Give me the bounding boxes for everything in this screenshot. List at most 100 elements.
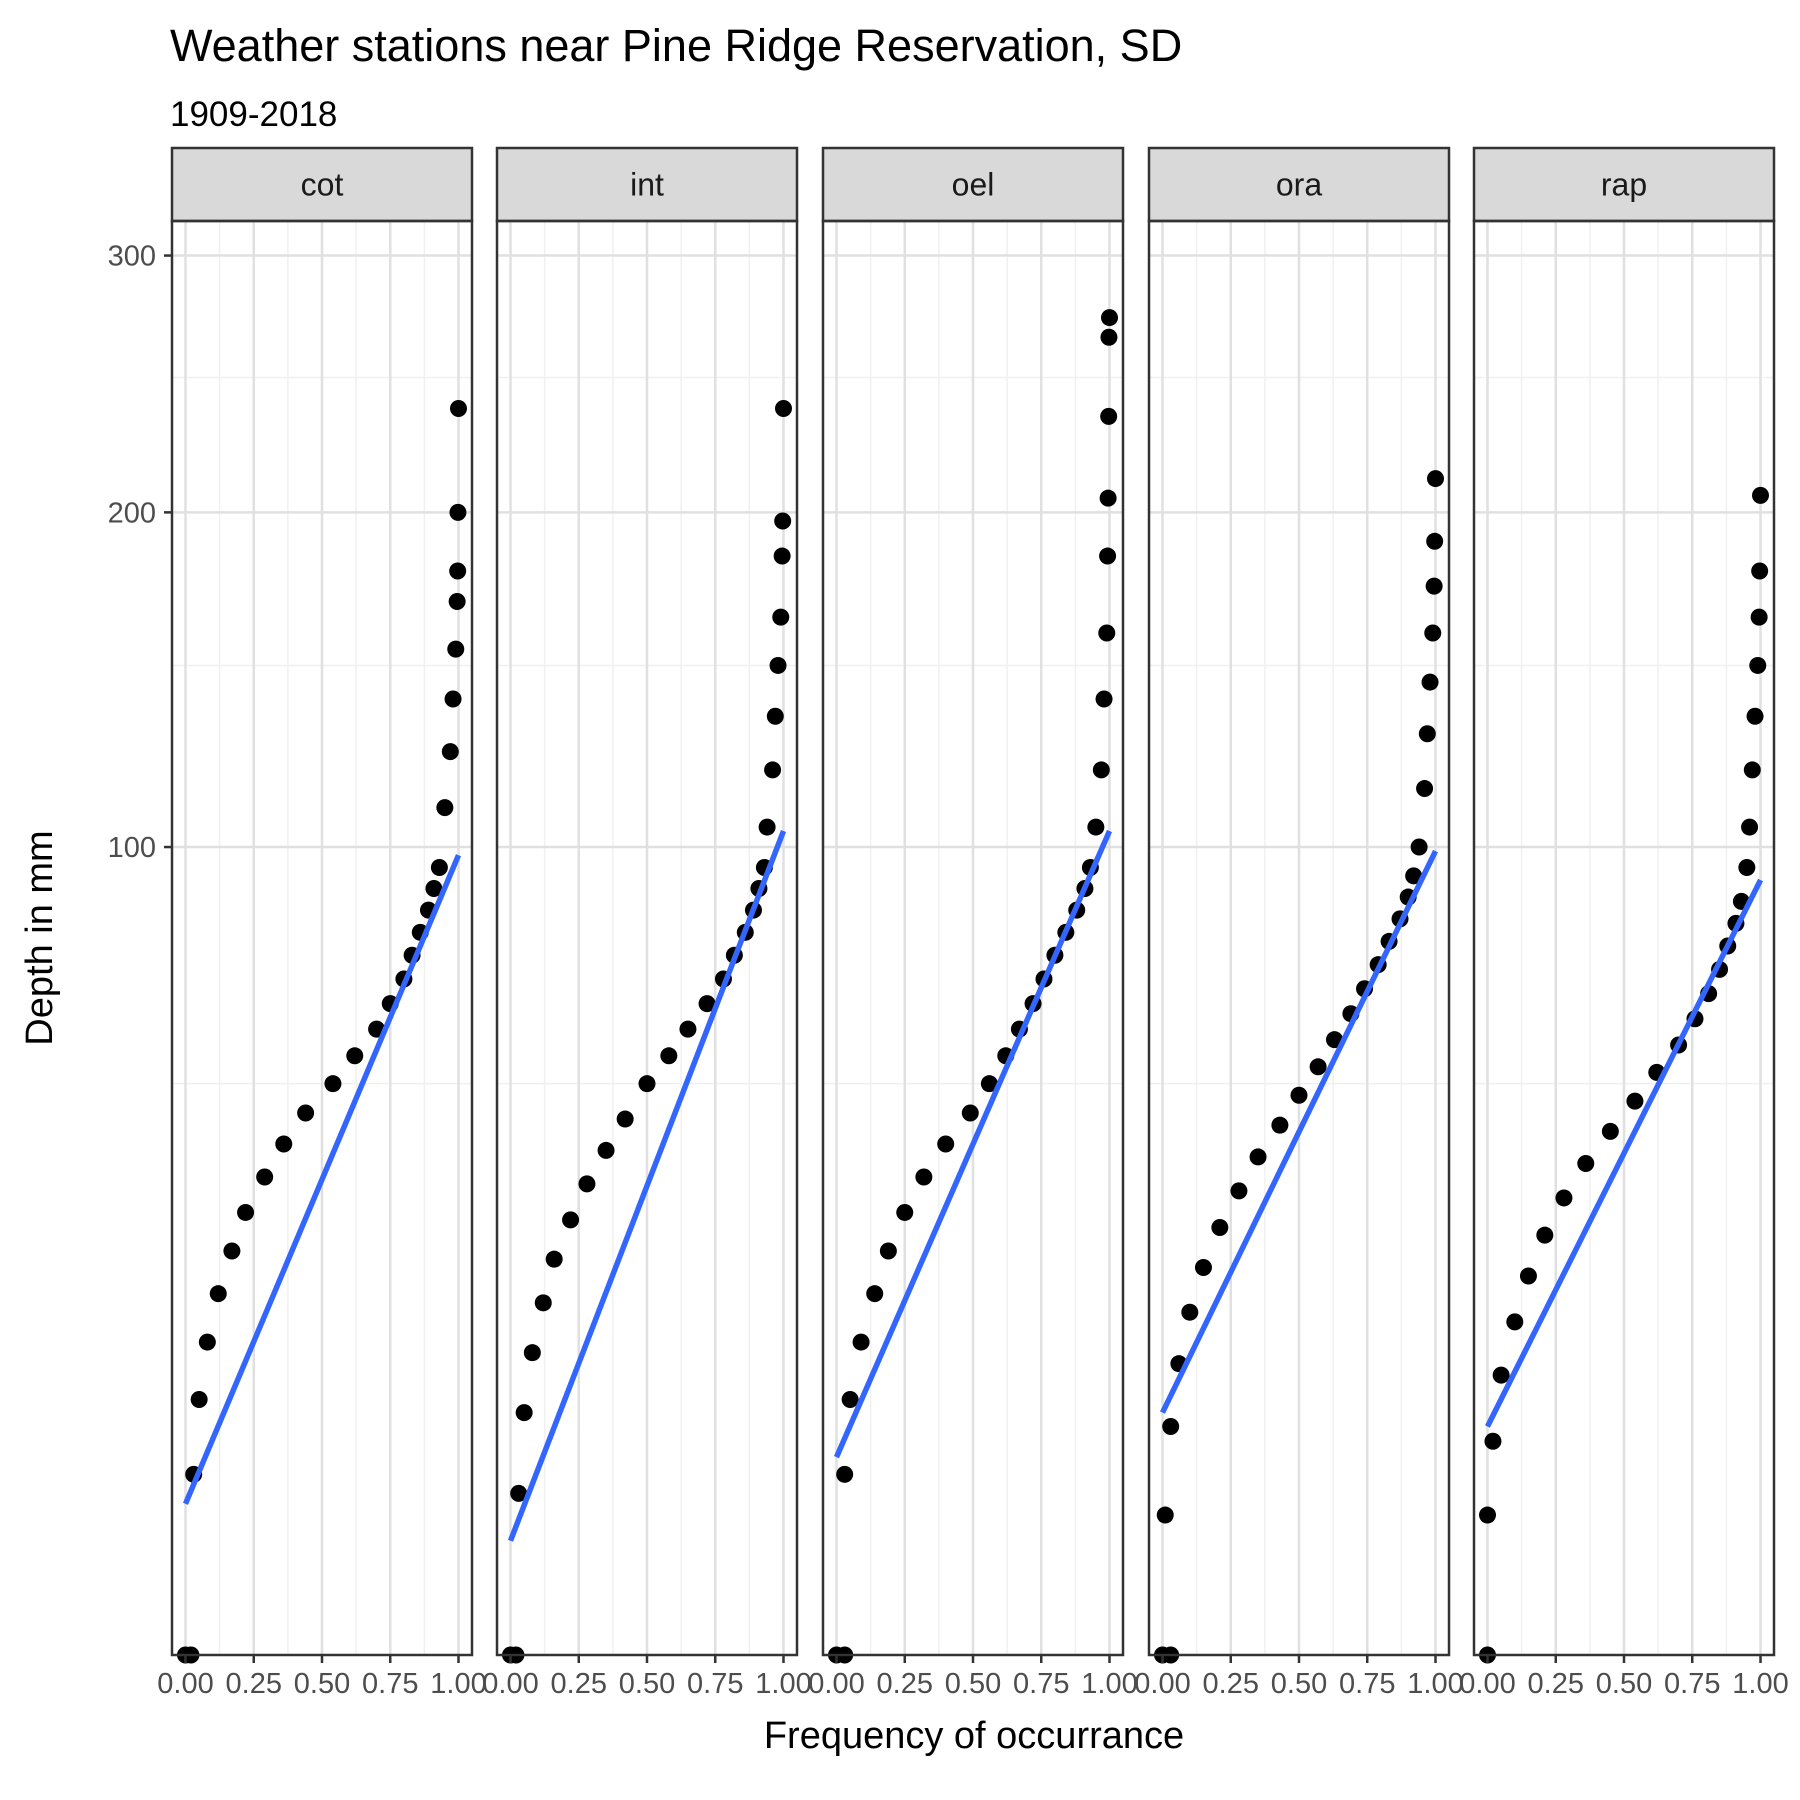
data-point <box>450 400 467 418</box>
data-point <box>1162 1417 1180 1435</box>
data-point <box>209 1285 227 1303</box>
data-point <box>441 743 459 761</box>
data-point <box>562 1211 580 1229</box>
data-point <box>1099 489 1117 507</box>
data-point <box>534 1294 552 1312</box>
data-point <box>1410 838 1428 856</box>
x-tick-label: 0.25 <box>1528 1668 1584 1700</box>
data-point <box>223 1242 241 1260</box>
data-point <box>1194 1259 1212 1277</box>
data-point <box>1092 761 1110 779</box>
data-point <box>1211 1218 1229 1236</box>
data-point <box>444 690 462 708</box>
x-tick-label: 0.00 <box>808 1668 864 1700</box>
facet-strip-label: cot <box>301 167 344 203</box>
data-point <box>961 1104 979 1122</box>
data-point <box>764 761 782 779</box>
data-point <box>190 1390 208 1408</box>
data-point <box>1418 725 1436 743</box>
facet-strip <box>821 146 1125 223</box>
data-point <box>1421 673 1439 691</box>
data-point <box>1099 547 1117 565</box>
data-point <box>1555 1189 1573 1207</box>
data-point <box>1101 309 1118 327</box>
facet-strip <box>1147 146 1451 223</box>
data-point <box>510 1484 528 1502</box>
data-point <box>578 1175 596 1193</box>
facet-panel-rap: rap 0.00 0.25 0.50 0.75 1.00 <box>1459 146 1789 1700</box>
data-point <box>346 1047 364 1065</box>
data-point <box>766 707 784 725</box>
data-point <box>449 562 467 580</box>
facet-panel-cot: cot 0.00 0.25 0.50 0.75 1.00 <box>157 146 487 1700</box>
data-point <box>772 608 790 626</box>
x-tick-label: 0.75 <box>687 1668 743 1700</box>
y-tick-label: 100 <box>108 832 156 864</box>
data-point <box>638 1075 656 1093</box>
data-point <box>1427 470 1444 488</box>
x-tick-label: 0.50 <box>619 1668 675 1700</box>
trend-line <box>1485 878 1763 1428</box>
data-point <box>896 1203 914 1221</box>
data-point <box>852 1333 870 1351</box>
data-point <box>237 1203 255 1221</box>
data-point <box>774 512 792 530</box>
x-tick-label: 0.75 <box>362 1668 418 1700</box>
data-point <box>1601 1122 1619 1140</box>
data-point <box>449 503 467 521</box>
data-point <box>1749 656 1767 674</box>
data-point <box>1752 486 1769 504</box>
data-point <box>1156 1506 1174 1524</box>
x-tick-label: 1.00 <box>1732 1668 1788 1700</box>
x-tick-label: 0.75 <box>1339 1668 1395 1700</box>
y-axis-title: Depth in mm <box>19 830 61 1045</box>
x-tick-label: 1.00 <box>755 1668 811 1700</box>
data-point <box>1743 761 1761 779</box>
x-tick-label: 0.50 <box>294 1668 350 1700</box>
x-tick-label: 1.00 <box>1407 1668 1463 1700</box>
facet-strip-label: oel <box>952 167 995 203</box>
data-point <box>1750 608 1768 626</box>
x-axis-title: Frequency of occurrance <box>764 1715 1184 1757</box>
data-point <box>1626 1092 1644 1110</box>
data-point <box>1309 1058 1327 1076</box>
data-point <box>597 1141 615 1159</box>
trend-line <box>182 854 462 1505</box>
data-point <box>1492 1366 1510 1384</box>
data-point <box>866 1285 884 1303</box>
x-tick-label: 0.75 <box>1664 1668 1720 1700</box>
data-point <box>1181 1303 1199 1321</box>
facet-panel-oel: oel 0.00 0.25 0.50 0.75 1.00 <box>808 146 1138 1700</box>
trend-line <box>1160 849 1438 1414</box>
data-point <box>1484 1432 1502 1450</box>
data-point <box>758 818 776 836</box>
facet-strip <box>1472 146 1776 223</box>
data-point <box>1506 1313 1524 1331</box>
data-point <box>297 1104 315 1122</box>
data-point <box>1405 867 1423 885</box>
facet-strip-label: ora <box>1276 167 1322 203</box>
data-point <box>430 858 448 876</box>
x-tick-label: 0.00 <box>157 1668 213 1700</box>
data-point <box>523 1344 541 1362</box>
data-point <box>448 593 466 611</box>
facet-strip <box>495 146 799 223</box>
data-point <box>698 995 716 1013</box>
data-point <box>1249 1148 1267 1166</box>
facet-strip-label: rap <box>1601 167 1647 203</box>
data-point <box>515 1404 533 1422</box>
data-point <box>616 1110 634 1128</box>
chart-subtitle: 1909-2018 <box>170 95 338 134</box>
data-point <box>447 640 465 658</box>
data-point <box>1751 562 1769 580</box>
x-tick-label: 1.00 <box>430 1668 486 1700</box>
data-point <box>1271 1116 1289 1134</box>
facet-panel-ora: ora 0.00 0.25 0.50 0.75 1.00 <box>1134 146 1464 1700</box>
x-tick-label: 0.00 <box>482 1668 538 1700</box>
trend-line <box>507 830 787 1542</box>
data-point <box>425 879 443 897</box>
y-tick-label: 200 <box>108 497 156 529</box>
x-tick-label: 0.50 <box>945 1668 1001 1700</box>
data-point <box>1098 624 1116 642</box>
